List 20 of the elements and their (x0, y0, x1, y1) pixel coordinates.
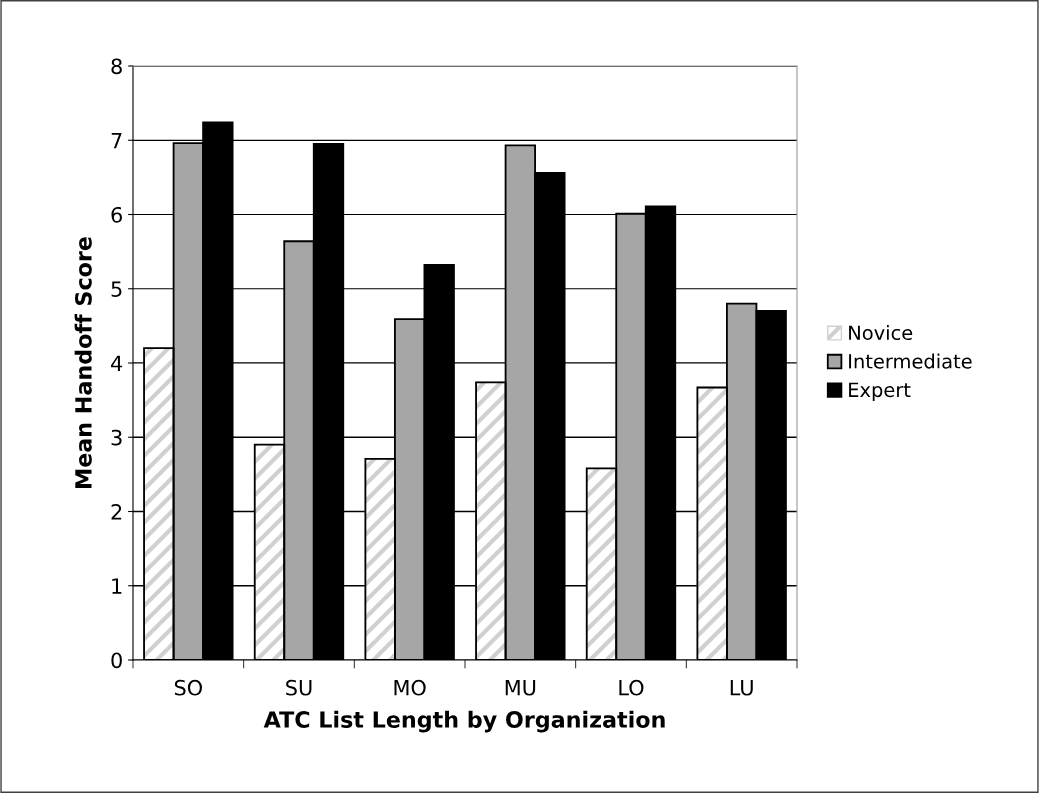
y-tick-label: 6 (111, 206, 122, 223)
x-axis-title: ATC List Length by Organization (263, 710, 665, 733)
x-tick-label: SO (174, 679, 202, 696)
y-tick-label: 3 (111, 429, 122, 446)
legend-label: Novice (849, 325, 913, 341)
legend-label: Intermediate (849, 353, 972, 369)
x-tick-label: LO (619, 679, 644, 696)
y-tick-label: 8 (111, 58, 122, 75)
y-tick-label: 0 (111, 652, 122, 669)
x-tick-label: SU (286, 679, 312, 696)
y-axis-title: Mean Handoff Score (74, 237, 92, 488)
y-tick-label: 4 (111, 355, 123, 371)
y-tick-label: 5 (111, 281, 122, 297)
x-tick-label: MU (505, 680, 536, 696)
legend-label: Expert (849, 382, 911, 401)
x-tick-label: MO (394, 679, 426, 696)
y-tick-label: 1 (112, 578, 122, 594)
y-tick-label: 2 (111, 503, 122, 520)
y-tick-label: 7 (111, 132, 122, 149)
x-tick-label: LU (730, 680, 753, 696)
